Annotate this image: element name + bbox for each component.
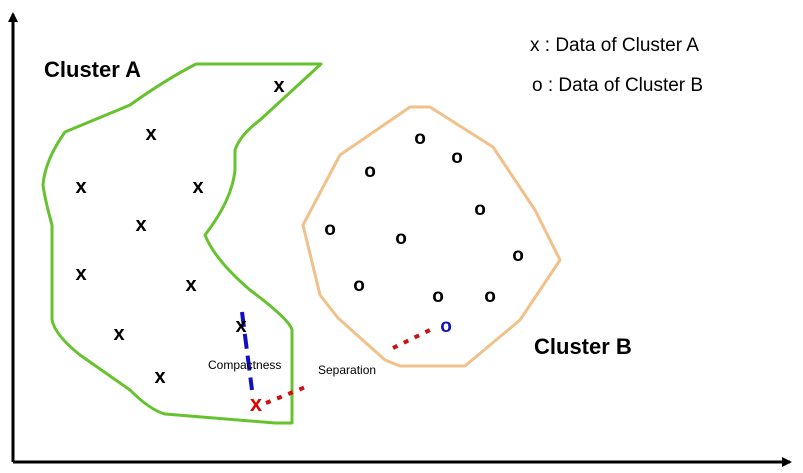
cluster-a-boundary (41, 62, 323, 425)
compactness-line (240, 311, 254, 391)
separation-line-a (265, 384, 309, 405)
cluster-b-point: o (364, 161, 376, 182)
legend-cluster-a: x : Data of Cluster A (530, 35, 699, 56)
cluster-b-point: o (474, 199, 486, 220)
cluster-b-point: o (484, 286, 496, 307)
cluster-a-point: x (185, 274, 196, 296)
cluster-b-point: o (451, 147, 463, 168)
compactness-label: Compactness (208, 358, 281, 372)
cluster-b-point: o (395, 228, 407, 249)
cluster-a-point: x (154, 366, 165, 388)
legend-cluster-b: o : Data of Cluster B (532, 75, 703, 96)
cluster-b-points: o o o o o o o o o o o (324, 128, 524, 337)
cluster-a-highlight-point: x (250, 391, 263, 416)
cluster-b-point: o (414, 128, 426, 149)
cluster-a-point: x (273, 75, 284, 97)
cluster-b-point: o (324, 219, 336, 240)
cluster-b-boundary (301, 105, 562, 368)
cluster-b-point: o (432, 286, 444, 307)
cluster-a-point: x (113, 323, 124, 345)
cluster-a-point: x (135, 214, 146, 236)
cluster-a-point: x (145, 123, 156, 145)
cluster-a-points: x x x x x x x x x x x (75, 75, 284, 416)
cluster-b-point: o (512, 245, 524, 266)
cluster-a-point: x (75, 263, 86, 285)
cluster-b-highlight-point: o (440, 316, 452, 337)
cluster-a-point: x (75, 176, 86, 198)
separation-label: Separation (318, 363, 376, 377)
cluster-b-point: o (353, 275, 365, 296)
cluster-a-point: x (192, 176, 203, 198)
cluster-a-point: x (235, 315, 246, 337)
cluster-a-title: Cluster A (44, 57, 141, 82)
cluster-b-title: Cluster B (534, 334, 632, 359)
separation-line-b (392, 326, 435, 350)
